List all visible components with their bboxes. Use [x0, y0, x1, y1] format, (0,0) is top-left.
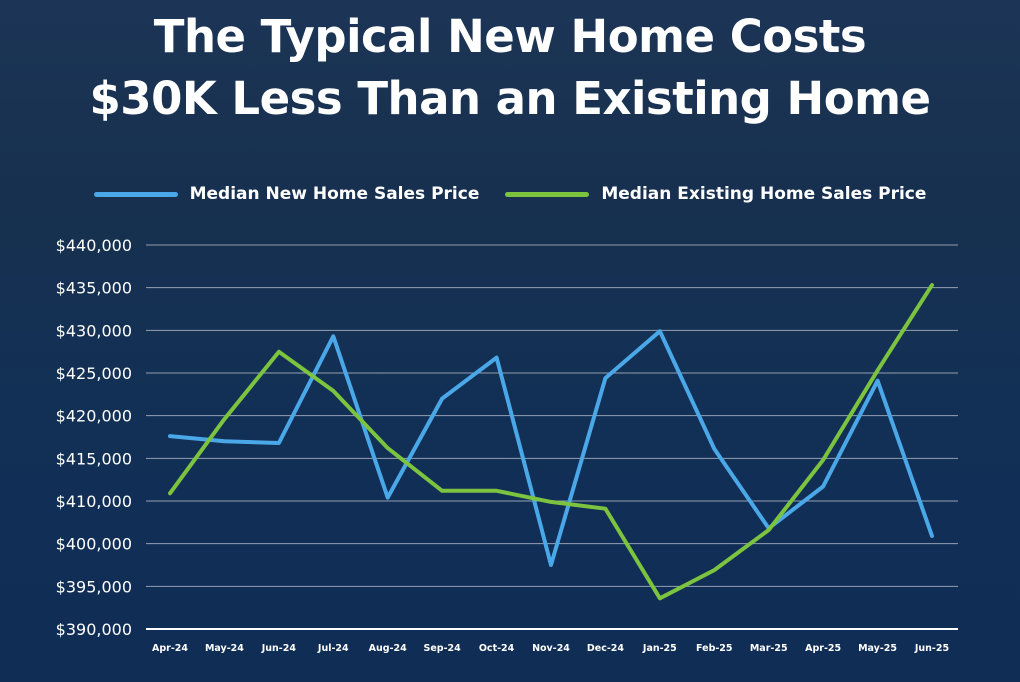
- legend-item-existing-home: Median Existing Home Sales Price: [505, 184, 926, 204]
- y-tick-label: $410,000: [56, 492, 132, 511]
- legend-swatch-existing-home: [505, 191, 590, 197]
- y-tick-label: $415,000: [56, 449, 132, 468]
- y-tick-label: $400,000: [56, 535, 132, 554]
- x-axis-ticks: Apr-24 May-24 Jun-24 Jul-24 Aug-24 Sep-24 Oct-…: [152, 643, 949, 654]
- x-tick-label: Oct-24: [479, 643, 515, 654]
- x-tick-label: Sep-24: [424, 643, 462, 654]
- x-tick-label: Jun-24: [261, 643, 297, 654]
- chart-title: The Typical New Home Costs $30K Less Tha…: [0, 6, 1020, 130]
- x-tick-label: Jul-24: [317, 643, 349, 654]
- legend-label-existing-home: Median Existing Home Sales Price: [601, 184, 927, 204]
- x-tick-label: Jan-25: [642, 643, 677, 654]
- x-tick-label: Nov-24: [532, 643, 570, 654]
- x-tick-label: Apr-24: [152, 643, 188, 654]
- series-line-new-home: [168, 329, 934, 567]
- title-line-2: $30K Less Than an Existing Home: [89, 72, 931, 125]
- y-axis-ticks: $440,000 $435,000 $430,000 $425,000 $420,000…: [56, 236, 132, 639]
- x-tick-label: May-24: [205, 643, 244, 654]
- legend-swatch-new-home: [93, 191, 178, 197]
- legend: Median New Home Sales Price Median Exist…: [0, 184, 1020, 204]
- x-tick-label: Feb-25: [696, 643, 733, 654]
- y-tick-label: $425,000: [56, 364, 132, 383]
- x-tick-label: Jun-25: [914, 643, 949, 654]
- y-tick-label: $390,000: [56, 620, 132, 639]
- title-line-1: The Typical New Home Costs: [153, 10, 867, 63]
- y-tick-label: $435,000: [56, 279, 132, 298]
- x-tick-label: May-25: [858, 643, 897, 654]
- y-tick-label: $440,000: [56, 236, 132, 255]
- x-tick-label: Mar-25: [750, 643, 788, 654]
- legend-label-new-home: Median New Home Sales Price: [189, 184, 480, 204]
- x-tick-label: Aug-24: [369, 643, 407, 654]
- legend-item-new-home: Median New Home Sales Price: [93, 184, 480, 204]
- y-tick-label: $395,000: [56, 577, 132, 596]
- x-tick-label: Dec-24: [587, 643, 625, 654]
- y-tick-label: $420,000: [56, 407, 132, 426]
- series-line-existing-home: [168, 283, 934, 601]
- x-tick-label: Apr-25: [805, 643, 841, 654]
- y-tick-label: $430,000: [56, 321, 132, 340]
- series-lines: [168, 283, 934, 601]
